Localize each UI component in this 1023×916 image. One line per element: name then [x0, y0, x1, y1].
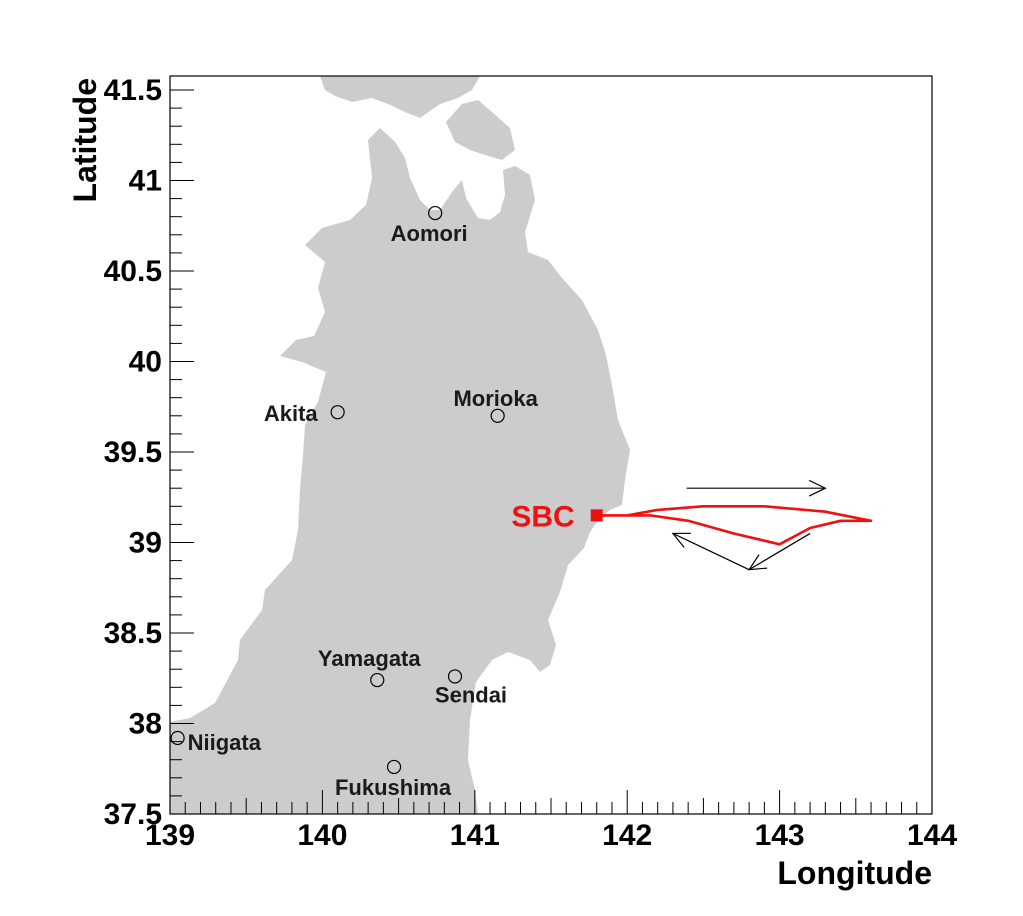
city-niigata: Niigata: [170, 730, 262, 755]
city-marker: [428, 205, 443, 221]
x-tick-label: 140: [297, 819, 347, 852]
x-tick-label: 139: [145, 819, 195, 852]
city-label: Yamagata: [318, 646, 421, 671]
city-marker: [370, 672, 385, 688]
hokkaido-land: [320, 76, 480, 118]
city-marker: [490, 408, 505, 423]
city-label: Fukushima: [335, 775, 452, 800]
city-label: Morioka: [453, 386, 538, 411]
direction-arrow: [747, 532, 811, 571]
city-label: Sendai: [435, 682, 507, 707]
y-tick-label: 37.5: [104, 798, 162, 831]
x-tick-label: 144: [907, 819, 957, 852]
city-label: Aomori: [391, 221, 468, 246]
land-mass: [170, 76, 630, 814]
city-fukushima: Fukushima: [335, 759, 452, 800]
y-tick-label: 38: [129, 708, 162, 741]
x-tick-label: 143: [755, 819, 805, 852]
y-tick-label: 41.5: [104, 74, 162, 107]
y-tick-label: 39: [129, 527, 162, 560]
city-marker: [170, 730, 185, 746]
y-tick-label: 38.5: [104, 617, 162, 650]
honshu-land: [170, 128, 630, 814]
direction-arrow: [686, 479, 827, 497]
city-marker: [330, 405, 345, 420]
city-aomori: Aomori: [391, 205, 468, 246]
city-sendai: Sendai: [435, 669, 507, 707]
city-marker: [447, 669, 463, 684]
city-yamagata: Yamagata: [318, 646, 421, 688]
y-tick-label: 39.5: [104, 436, 162, 469]
city-label: Niigata: [188, 730, 262, 755]
y-tick-label: 41: [129, 165, 162, 198]
x-axis-title: Longitude: [777, 855, 932, 891]
balloon-track: [596, 504, 873, 546]
shimokita-land: [446, 100, 515, 160]
city-label: Akita: [264, 401, 319, 426]
station-marker: [590, 509, 603, 522]
y-axis-title: Latitude: [67, 78, 103, 202]
y-tick-label: 40: [129, 346, 162, 379]
city-marker: [386, 759, 402, 775]
x-tick-label: 142: [602, 819, 652, 852]
x-tick-label: 141: [450, 819, 500, 852]
station-label: SBC: [511, 500, 574, 533]
city-akita: Akita: [264, 401, 345, 426]
y-tick-label: 40.5: [104, 255, 162, 288]
direction-arrow: [671, 532, 750, 571]
city-morioka: Morioka: [453, 386, 539, 423]
